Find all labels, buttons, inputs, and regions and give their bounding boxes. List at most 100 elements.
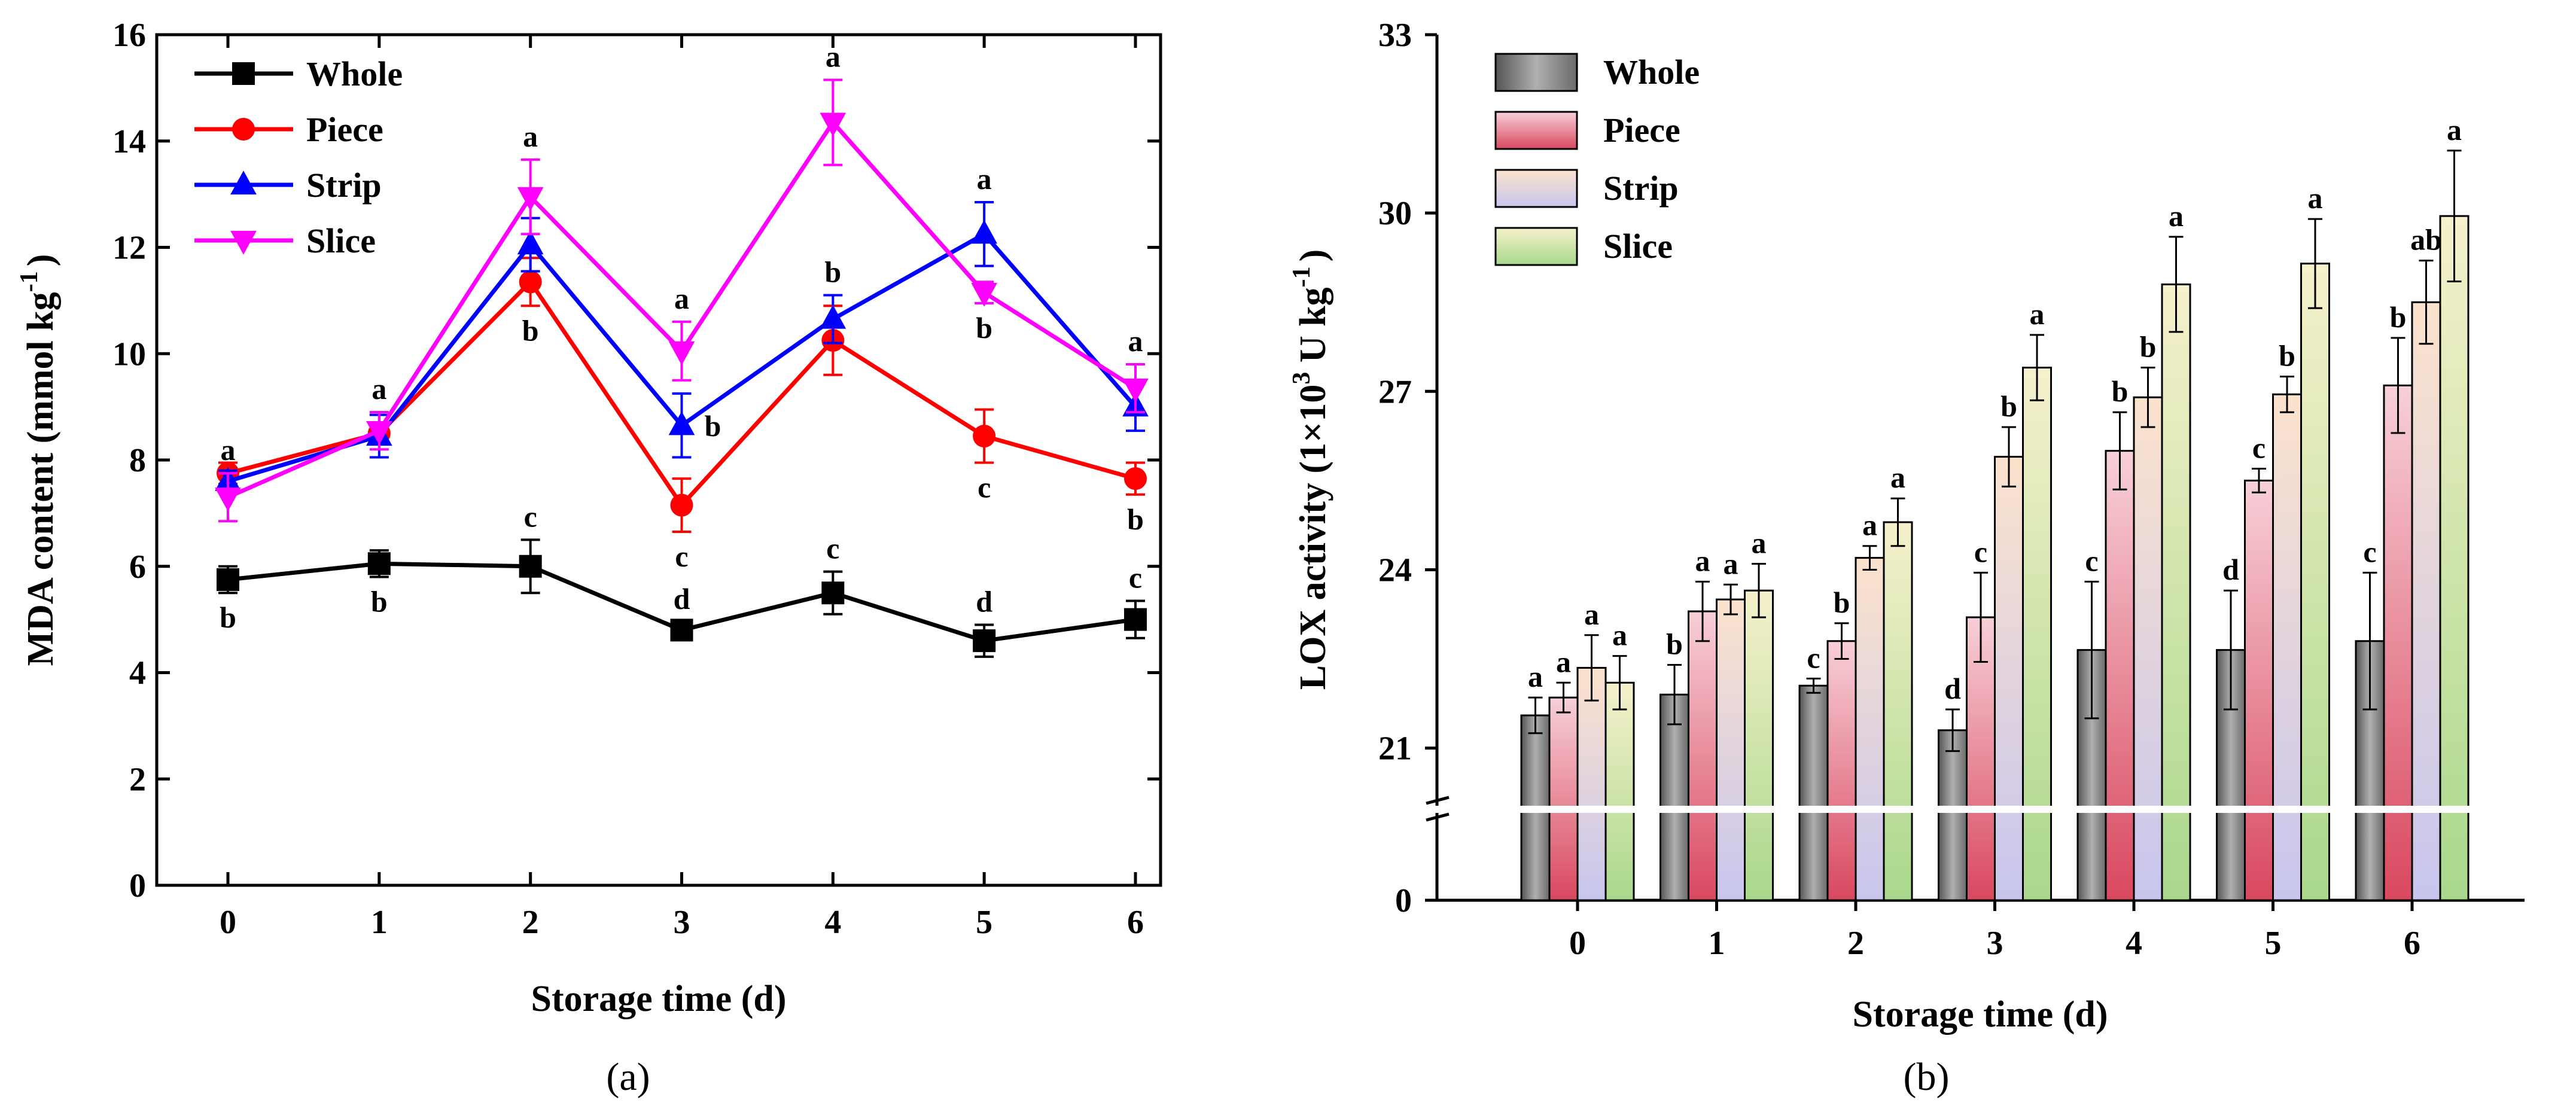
significance-letter: a [523,120,538,153]
significance-letter: b [705,409,721,443]
significance-letter: a [977,162,992,196]
significance-letter: b [1666,627,1683,660]
significance-letter: b [371,585,388,619]
significance-letter: c [2085,544,2098,577]
bar [1716,598,1746,901]
data-point [668,341,695,365]
y-tick-label: 0 [1395,882,1412,919]
bar [2411,301,2441,901]
legend-marker [230,230,257,255]
data-point [367,552,391,575]
bar [2105,450,2135,901]
significance-letter: ab [2410,223,2442,257]
significance-letter: b [2390,300,2407,334]
bar [1744,589,1774,901]
y-tick-label: 12 [112,230,146,267]
x-tick-label: 1 [1709,925,1725,962]
y-tick-label: 2 [129,761,146,798]
plot-frame-a [155,33,1162,887]
significance-letter: a [221,433,236,467]
legend-item-slice: Slice [1494,227,1673,266]
legend-item-piece: Piece [194,110,383,149]
bar [2022,367,2052,901]
significance-letter: d [1944,672,1961,705]
data-point [517,230,544,255]
data-point [215,488,241,511]
significance-letter: a [1556,645,1571,678]
significance-letter: c [524,499,537,533]
significance-letter: b [976,311,992,345]
bar [1604,681,1635,901]
x-axis-label-a: Storage time (d) [531,979,787,1019]
bar [2383,384,2413,901]
axis-break-gap [1424,806,2537,813]
bar [1798,684,1829,901]
significance-letter: c [1974,535,1987,568]
significance-letter: b [220,601,236,634]
significance-letter: a [2447,113,2462,147]
bar [2244,479,2274,901]
x-tick-label: 0 [1569,925,1586,962]
bar [2161,283,2191,901]
y-tick-label: 21 [1378,730,1412,767]
bar [1938,729,1968,901]
significance-letter: c [978,470,991,504]
significance-letter: d [2222,553,2239,586]
series-whole: ab cdc dc [1520,535,2385,901]
bar [2300,263,2330,901]
legend-item-strip: Strip [194,166,382,205]
legend-swatch [1494,169,1578,208]
legend-label: Whole [306,54,403,93]
y-tick-label: 30 [1378,195,1412,232]
y-axis-label-b: LOX activity (1×103 U kg-1) [1288,249,1333,690]
significance-letter: a [1862,508,1877,542]
y-tick-label: 16 [112,17,146,54]
x-tick-label: 6 [2404,925,2420,962]
data-point [820,304,847,329]
data-point [217,568,239,591]
legend-label: Slice [306,221,376,260]
x-axis-ticks-a: 0 1 2 3 4 5 6 [220,35,1144,941]
significance-letter: a [1752,526,1767,560]
y-axis-ticks-a: 0 2 4 6 8 10 12 14 16 [112,17,1161,904]
data-point [517,187,544,211]
data-point [668,411,695,435]
bar [1688,610,1718,901]
significance-letter: a [1128,324,1143,358]
bar [1883,521,1913,901]
y-tick-label: 24 [1378,552,1412,589]
bar [1660,693,1689,901]
y-tick-label: 33 [1378,17,1412,54]
legend-label: Piece [306,110,383,149]
y-tick-label: 0 [129,867,146,904]
significance-letter: a [674,282,689,315]
y-tick-label: 10 [112,336,146,373]
significance-letter: b [522,313,539,347]
bar [2272,393,2302,901]
data-point [973,425,996,448]
x-tick-label: 1 [371,904,388,941]
y-tick-label: 8 [129,442,146,479]
significance-letter: a [1724,547,1738,580]
y-tick-label: 6 [129,549,146,586]
bar [1548,696,1579,901]
significance-letter: a [2030,297,2045,331]
legend-item-whole: Whole [194,54,403,93]
significance-letter: a [1584,598,1599,631]
y-tick-label: 4 [129,655,146,692]
axis-break-slash-top [1426,796,1450,805]
data-point [519,555,542,578]
data-point [519,270,542,294]
y-axis-label-a: MDA content (mmol kg-1) [16,254,61,666]
significance-letter: c [826,532,839,565]
significance-letter: b [1127,502,1144,536]
legend-item-whole: Whole [1494,53,1700,92]
data-point [670,493,693,517]
legend-marker [232,118,255,141]
significance-letter: c [675,540,688,573]
